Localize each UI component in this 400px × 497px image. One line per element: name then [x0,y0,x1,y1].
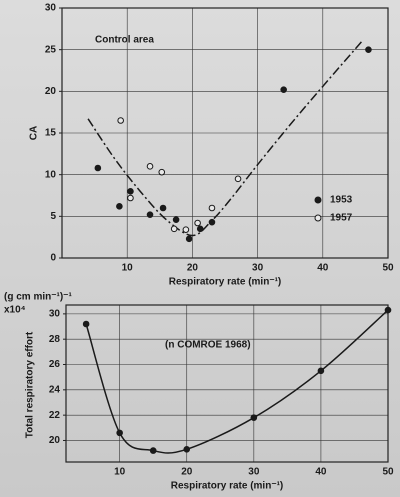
point [116,203,123,210]
point [183,446,191,453]
x-tick-label: 20 [181,467,193,478]
point [127,188,134,195]
point [280,86,287,93]
y-tick-label: 5 [50,211,56,222]
point [170,225,178,233]
point [127,194,134,202]
unit-label: (g cm min⁻¹)⁻¹ [4,292,72,303]
point [208,204,216,212]
point [146,163,154,170]
y-axis-label: Total respiratory effort [25,331,36,438]
point [208,218,216,226]
point [185,235,193,243]
x-tick-label: 40 [317,263,329,274]
y-tick-label: 26 [49,359,61,370]
point [172,216,180,223]
annotation: Control area [95,35,154,46]
x-tick-label: 50 [382,467,394,478]
point [117,117,124,124]
y-axis-label: CA [29,126,40,140]
point [194,219,201,227]
y-tick-label: 30 [45,3,57,14]
legend-label: 1953 [330,195,353,206]
y-tick-label: 10 [45,169,57,180]
plot-frame [61,7,389,259]
x-tick-label: 50 [382,263,394,274]
point [116,429,123,437]
x-tick-label: 20 [187,263,199,274]
y-tick-label: 20 [45,86,57,97]
point [384,306,392,314]
annotation: (n COMROE 1968) [165,340,251,351]
y-tick-label: 28 [49,334,61,345]
point [250,414,258,421]
x-tick-label: 30 [248,467,260,478]
y-tick-label: 15 [45,128,57,139]
point [149,447,157,454]
point [234,175,242,183]
point [317,367,325,375]
legend-marker [314,214,322,222]
y-tick-label: 0 [50,253,56,264]
line [85,309,389,454]
x-tick-label: 10 [122,263,134,274]
fit-curve [87,40,363,237]
point [94,164,102,172]
point [196,225,204,233]
y-tick-label: 30 [49,309,61,320]
unit-scale: x10⁴ [4,305,26,316]
point [182,226,190,233]
y-tick-label: 25 [45,44,57,55]
x-tick-label: 10 [114,467,126,478]
legend-label: 1957 [330,213,353,224]
point [146,211,154,218]
x-tick-label: 30 [252,263,264,274]
point [159,204,167,212]
legend-marker [314,196,322,204]
y-tick-label: 24 [49,384,61,395]
point [82,320,90,328]
x-axis-label: Respiratory rate (min⁻¹) [169,277,282,288]
y-tick-label: 22 [49,410,61,421]
point [158,168,166,176]
x-tick-label: 40 [315,467,327,478]
x-axis-label: Respiratory rate (min⁻¹) [171,481,284,492]
point [365,46,372,53]
y-tick-label: 20 [49,435,61,446]
plot-frame [65,304,389,463]
